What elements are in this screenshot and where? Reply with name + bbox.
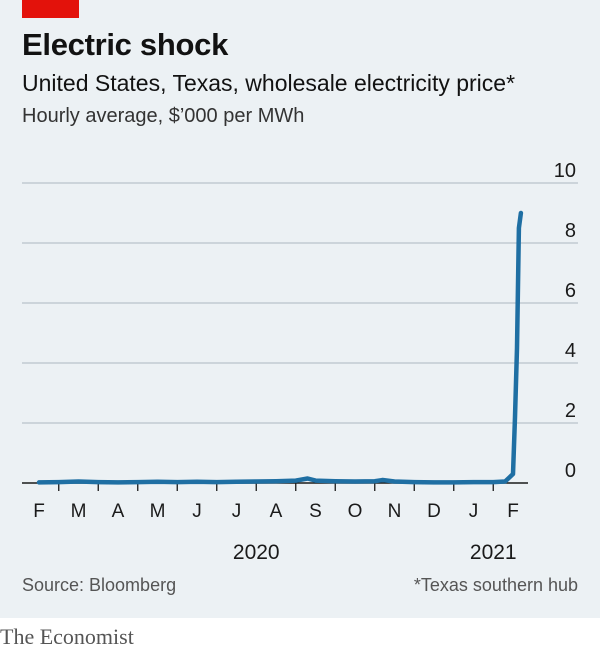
month-label: S — [309, 501, 322, 522]
month-label: M — [71, 501, 87, 522]
footnote: *Texas southern hub — [413, 575, 578, 595]
month-label: A — [270, 501, 283, 522]
month-label: A — [112, 501, 125, 522]
chart-subtitle: United States, Texas, wholesale electric… — [22, 70, 516, 96]
year-label-2021: 2021 — [470, 541, 517, 564]
source-note: Source: Bloomberg — [22, 575, 177, 595]
x-tick-labels: F M A M J J A S O N D J F 2020 2021 — [33, 501, 519, 564]
y-tick-label-4: 4 — [565, 340, 576, 362]
grid-lines — [22, 182, 578, 424]
brand-wordmark: The Economist — [0, 624, 134, 649]
y-tick-label-10: 10 — [554, 160, 576, 182]
y-tick-label-0: 0 — [565, 460, 576, 482]
brand-red-tag — [22, 0, 79, 18]
y-tick-label-6: 6 — [565, 280, 576, 302]
month-label: J — [232, 501, 242, 522]
month-label: M — [150, 501, 166, 522]
year-label-2020: 2020 — [233, 541, 280, 564]
month-label: N — [388, 501, 402, 522]
chart-title: Electric shock — [22, 27, 229, 62]
chart-units: Hourly average, $’000 per MWh — [22, 105, 305, 127]
series-line-0 — [36, 210, 524, 485]
month-label: F — [507, 501, 519, 522]
price-chart: 0 2 4 6 8 10 F M A M J J A S O N D J F 2020 2021 — [22, 160, 578, 564]
y-tick-label-8: 8 — [565, 220, 576, 242]
y-tick-label-2: 2 — [565, 400, 576, 422]
month-label: J — [192, 501, 202, 522]
series-layer — [36, 210, 524, 485]
month-label: F — [33, 501, 45, 522]
month-label: J — [469, 501, 479, 522]
y-tick-labels: 0 2 4 6 8 10 — [554, 160, 576, 482]
chart-panel — [0, 0, 600, 618]
month-label: O — [348, 501, 363, 522]
month-label: D — [427, 501, 441, 522]
